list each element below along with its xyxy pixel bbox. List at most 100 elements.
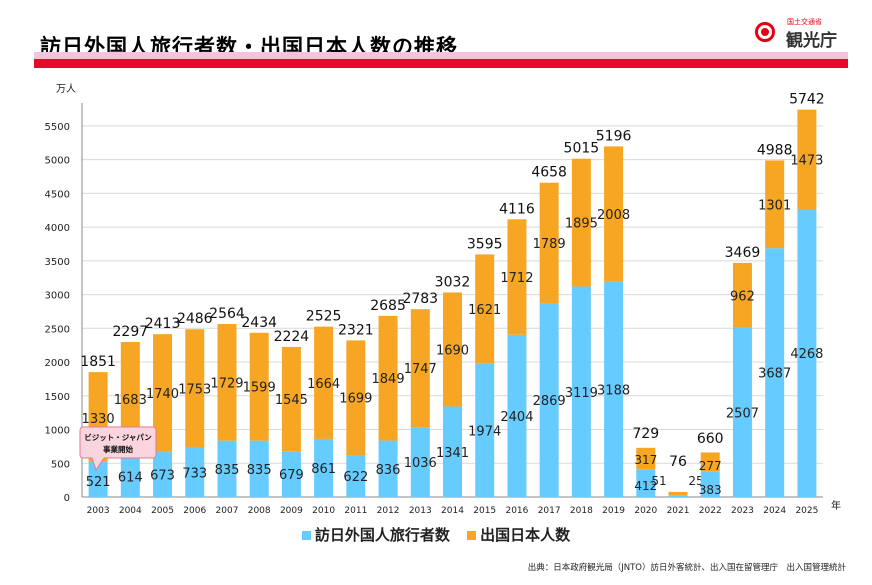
header: 訪日外国人旅行者数・出国日本人数の推移 国土交通省 観光庁 xyxy=(0,0,872,74)
data-label-inbound: 622 xyxy=(343,470,368,485)
x-tick-label: 2021 xyxy=(667,506,690,516)
bar-outbound xyxy=(346,340,366,456)
bar-outbound xyxy=(765,160,785,249)
data-label-outbound: 1729 xyxy=(210,376,243,391)
bar-inbound xyxy=(475,363,495,497)
x-tick-label: 2012 xyxy=(377,506,400,516)
data-label-outbound: 1699 xyxy=(339,392,372,407)
data-label-outbound: 51 xyxy=(651,474,666,488)
data-label-outbound: 1740 xyxy=(146,387,179,402)
data-label-inbound: 2404 xyxy=(500,410,533,425)
data-label-inbound: 836 xyxy=(376,463,401,478)
x-tick-label: 2013 xyxy=(409,506,432,516)
data-label-total: 2685 xyxy=(370,298,406,314)
x-tick-label: 2004 xyxy=(119,506,142,516)
data-label-total: 2413 xyxy=(145,316,181,332)
bar-inbound xyxy=(153,451,173,497)
bar-outbound xyxy=(153,334,173,452)
bar-inbound xyxy=(443,406,462,497)
data-label-outbound: 962 xyxy=(730,289,755,304)
bar-outbound xyxy=(571,158,591,287)
y-tick-label: 3000 xyxy=(45,291,70,302)
bar-outbound xyxy=(443,292,462,407)
x-tick-label: 2009 xyxy=(280,506,303,516)
data-label-total: 2783 xyxy=(402,291,438,307)
data-label-total: 3032 xyxy=(435,274,471,290)
y-tick-label: 4000 xyxy=(45,223,70,234)
bar-outbound xyxy=(378,315,398,441)
y-tick-label: 1500 xyxy=(45,392,70,403)
x-tick-label: 2023 xyxy=(731,506,754,516)
data-label-outbound: 1789 xyxy=(533,237,566,252)
x-tick-label: 2010 xyxy=(312,506,335,516)
data-label-total: 729 xyxy=(632,426,659,442)
x-tick-label: 2024 xyxy=(763,506,786,516)
data-label-inbound: 3188 xyxy=(597,383,630,398)
source-note: 出典：日本政府観光局（JNTO）訪日外客統計、出入国在留管理庁 出入国管理統計 xyxy=(527,563,846,573)
bar-outbound xyxy=(281,346,301,452)
legend-item-outbound: 出国日本人数 xyxy=(467,524,570,545)
bar-inbound xyxy=(346,455,366,497)
bar-outbound xyxy=(249,332,269,441)
data-label-outbound: 1664 xyxy=(307,377,340,392)
data-label-inbound: 673 xyxy=(150,468,175,483)
data-label-inbound: 2507 xyxy=(726,406,759,421)
annotation-box xyxy=(79,426,157,459)
y-tick-label: 4500 xyxy=(45,189,70,200)
bar-outbound xyxy=(475,254,495,364)
x-tick-label: 2006 xyxy=(183,506,206,516)
data-label-total: 5742 xyxy=(789,92,825,108)
bar-outbound xyxy=(410,309,430,428)
data-label-total: 2434 xyxy=(241,315,277,331)
legend-item-inbound: 訪日外国人旅行者数 xyxy=(301,524,450,545)
bar-outbound xyxy=(217,323,237,441)
y-tick-label: 2000 xyxy=(45,358,70,369)
x-tick-label: 2017 xyxy=(538,506,561,516)
data-label-inbound: 383 xyxy=(699,483,722,497)
data-label-total: 3595 xyxy=(467,236,503,252)
bar-inbound xyxy=(636,469,656,497)
data-label-outbound: 1301 xyxy=(758,198,791,213)
legend-swatch-inbound xyxy=(301,531,311,540)
logo-ministry-text: 国土交通省 xyxy=(787,18,822,26)
data-label-inbound: 3687 xyxy=(758,367,791,382)
data-label-outbound: 1712 xyxy=(500,271,533,286)
y-tick-label: 2500 xyxy=(45,324,70,335)
data-label-total: 2564 xyxy=(209,306,245,322)
bar-inbound xyxy=(571,286,591,497)
legend: 訪日外国人旅行者数 出国日本人数 xyxy=(0,524,872,545)
data-label-outbound: 1330 xyxy=(82,412,115,427)
bar-inbound xyxy=(732,327,752,497)
bar-outbound xyxy=(507,219,527,335)
annotation-pointer-cover xyxy=(92,456,104,459)
data-label-total: 76 xyxy=(669,454,687,470)
y-tick-label: 1000 xyxy=(45,426,70,437)
data-label-outbound: 317 xyxy=(634,453,657,467)
data-label-total: 2224 xyxy=(274,329,310,345)
data-label-outbound: 1599 xyxy=(243,381,276,396)
data-label-total: 2321 xyxy=(338,322,374,338)
data-label-inbound: 835 xyxy=(247,463,272,478)
annotation-text-line2: 事業開始 xyxy=(103,444,133,454)
bar-outbound xyxy=(185,329,205,448)
data-label-total: 5015 xyxy=(564,141,600,157)
data-label-inbound: 614 xyxy=(118,470,143,485)
bar-inbound xyxy=(120,455,140,497)
x-tick-label: 2007 xyxy=(216,506,239,516)
data-label-outbound: 277 xyxy=(699,459,722,473)
data-label-outbound: 1690 xyxy=(436,343,469,358)
bar-outbound xyxy=(539,182,559,304)
data-label-total: 1851 xyxy=(80,354,116,370)
logo: 国土交通省 観光庁 xyxy=(753,14,848,51)
bar-inbound xyxy=(281,451,301,497)
bar-inbound xyxy=(185,447,205,497)
bar-outbound xyxy=(314,326,334,439)
data-label-outbound: 1895 xyxy=(565,217,598,232)
y-tick-label: 5000 xyxy=(45,156,70,167)
data-label-inbound: 1036 xyxy=(404,456,437,471)
data-label-outbound: 1747 xyxy=(404,362,437,377)
data-label-inbound: 1974 xyxy=(468,424,501,439)
x-tick-label: 2022 xyxy=(699,506,722,516)
legend-label-outbound: 出国日本人数 xyxy=(480,526,571,544)
